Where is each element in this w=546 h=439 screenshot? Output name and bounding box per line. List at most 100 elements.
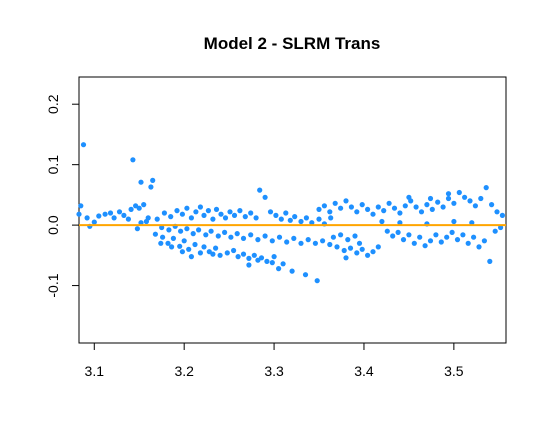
data-point	[498, 224, 504, 231]
data-point	[262, 194, 268, 200]
y-tick-label: 0.1	[45, 155, 61, 175]
data-point	[227, 209, 233, 215]
data-point	[76, 211, 82, 217]
data-point	[467, 198, 473, 204]
data-point	[356, 240, 363, 246]
data-point	[341, 247, 347, 254]
data-point	[271, 254, 277, 260]
data-point	[384, 228, 390, 234]
data-point	[359, 246, 365, 252]
data-point	[154, 216, 160, 222]
data-point	[332, 200, 338, 206]
data-point	[478, 195, 484, 202]
data-point	[258, 255, 265, 261]
data-point	[438, 239, 444, 245]
data-point	[289, 268, 295, 274]
y-tick-label: 0.0	[45, 215, 61, 235]
data-point	[177, 243, 183, 249]
data-point	[471, 234, 477, 240]
plot-frame	[78, 76, 507, 344]
data-point	[253, 215, 259, 221]
data-point	[298, 218, 304, 225]
x-tick-label: 3.3	[264, 363, 284, 379]
data-point	[138, 179, 144, 185]
data-point	[402, 203, 408, 209]
data-point	[192, 241, 198, 248]
data-point	[237, 208, 243, 214]
data-point	[445, 191, 452, 197]
data-point	[347, 245, 354, 251]
data-point	[150, 177, 156, 183]
data-point	[264, 258, 270, 264]
data-point	[397, 210, 403, 216]
y-tick-label: 0.2	[45, 94, 61, 114]
data-point	[338, 232, 344, 238]
data-point	[494, 209, 500, 215]
data-point	[489, 202, 495, 208]
data-point	[116, 209, 123, 215]
data-point	[159, 224, 165, 231]
data-point	[284, 239, 290, 245]
data-point	[316, 216, 322, 222]
data-point	[203, 232, 209, 238]
data-point	[240, 235, 247, 241]
data-point	[354, 250, 360, 256]
data-point	[208, 228, 214, 234]
data-point	[445, 195, 452, 202]
data-point	[231, 247, 237, 254]
data-points	[76, 142, 505, 284]
data-point	[487, 258, 493, 264]
data-point	[218, 211, 224, 217]
data-point	[298, 240, 304, 246]
data-point	[303, 215, 309, 221]
data-point	[121, 212, 127, 218]
data-point	[210, 251, 216, 257]
data-point	[427, 238, 434, 244]
data-point	[201, 244, 207, 250]
data-point	[454, 237, 461, 243]
data-point	[160, 234, 166, 240]
data-point	[138, 220, 144, 226]
data-point	[181, 238, 187, 244]
data-point	[406, 194, 412, 200]
data-point	[278, 216, 284, 222]
data-point	[224, 250, 230, 256]
y-axis: -0.1 0.0 0.1 0.2	[45, 94, 79, 298]
data-point	[343, 198, 349, 204]
data-point	[273, 212, 279, 218]
data-point	[193, 209, 199, 215]
data-point	[251, 252, 257, 258]
data-point	[78, 203, 84, 209]
data-point	[188, 215, 194, 221]
data-point	[417, 234, 423, 240]
data-point	[161, 210, 167, 216]
data-point	[422, 243, 428, 249]
data-point	[215, 233, 221, 239]
data-point	[267, 209, 274, 215]
data-point	[370, 249, 376, 255]
data-point	[321, 203, 327, 209]
data-point	[179, 211, 185, 217]
data-point	[327, 241, 333, 248]
data-point	[228, 234, 234, 240]
data-point	[433, 232, 439, 238]
data-point	[386, 200, 392, 206]
x-axis: 3.1 3.2 3.3 3.4 3.5	[85, 343, 464, 379]
chart-title: Model 2 - SLRM Trans	[204, 34, 381, 53]
data-point	[379, 218, 385, 225]
data-point	[444, 234, 450, 240]
data-point	[136, 205, 142, 211]
data-point	[429, 206, 435, 212]
data-point	[451, 200, 457, 206]
data-point	[213, 206, 220, 212]
data-point	[400, 237, 407, 243]
data-point	[418, 209, 425, 215]
data-point	[305, 237, 311, 243]
data-point	[125, 216, 131, 222]
data-point	[320, 238, 326, 244]
data-point	[197, 204, 203, 210]
data-point	[413, 204, 419, 210]
data-point	[166, 227, 172, 233]
data-point	[460, 232, 466, 238]
